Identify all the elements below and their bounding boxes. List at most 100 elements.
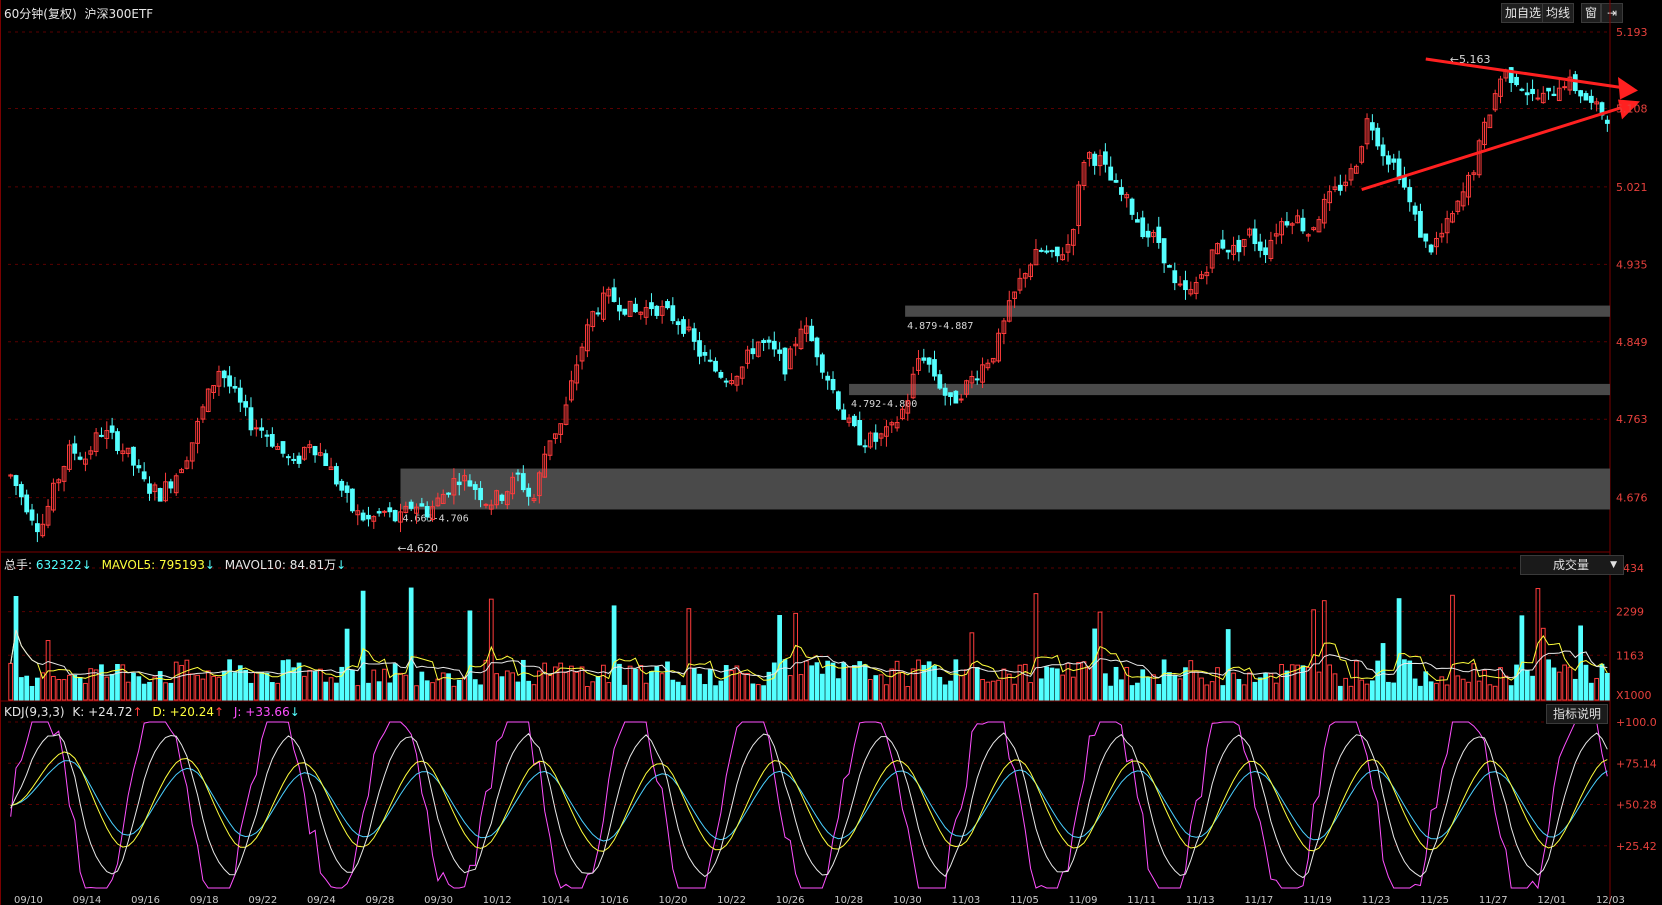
volume-bar bbox=[841, 662, 847, 701]
volume-bar bbox=[211, 675, 216, 701]
candle-body bbox=[173, 475, 179, 494]
x-date-label: 09/22 bbox=[248, 895, 277, 905]
volume-bar bbox=[1289, 664, 1295, 701]
candle-body bbox=[1113, 179, 1119, 183]
x-date-label: 11/05 bbox=[1010, 895, 1039, 905]
candle-body bbox=[483, 503, 489, 506]
candle-body bbox=[83, 458, 88, 465]
candle-body bbox=[958, 398, 964, 401]
candle-body bbox=[499, 494, 505, 501]
indicator-help-button[interactable]: 指标说明 bbox=[1546, 704, 1609, 724]
k-label: K: bbox=[72, 705, 85, 719]
candle-body bbox=[1546, 87, 1551, 92]
candle-body bbox=[339, 480, 345, 491]
candle-body bbox=[1054, 246, 1060, 257]
total-label: 总手: bbox=[4, 558, 33, 572]
candle-body bbox=[889, 422, 895, 426]
volume-bar bbox=[536, 670, 542, 701]
volume-bar bbox=[1241, 684, 1247, 701]
volume-bar bbox=[1428, 681, 1434, 701]
candle-body bbox=[248, 407, 254, 431]
volume-bar bbox=[1530, 675, 1535, 701]
volume-bar bbox=[1177, 678, 1183, 701]
volume-bar bbox=[1476, 680, 1482, 701]
period-label: 60分钟(复权) bbox=[4, 7, 77, 21]
kdj-tick-label: +100.0 bbox=[1616, 716, 1657, 729]
candle-body bbox=[1103, 151, 1108, 165]
volume-bar bbox=[1503, 675, 1509, 701]
volume-bar bbox=[1514, 664, 1519, 701]
candle-body bbox=[819, 354, 825, 373]
volume-bar bbox=[120, 664, 126, 701]
candle-body bbox=[1049, 250, 1055, 253]
volume-bar bbox=[793, 612, 799, 701]
candle-body bbox=[1530, 88, 1535, 95]
volume-bar bbox=[1065, 662, 1071, 701]
volume-bar bbox=[1033, 593, 1039, 701]
exit-icon[interactable]: ⇥ bbox=[1601, 3, 1623, 23]
volume-bar bbox=[131, 672, 136, 701]
volume-bar bbox=[51, 675, 56, 701]
volume-tick-label: 1163 bbox=[1616, 649, 1644, 662]
volume-bar bbox=[195, 674, 200, 701]
candle-body bbox=[1038, 249, 1044, 252]
volume-bar bbox=[61, 679, 67, 701]
candle-body bbox=[1588, 95, 1594, 103]
volume-unit-label: X1000 bbox=[1616, 689, 1652, 702]
volume-bar bbox=[1022, 663, 1028, 701]
volume-bar bbox=[718, 680, 724, 701]
volume-bar bbox=[1060, 674, 1066, 701]
candle-body bbox=[1183, 280, 1188, 291]
candle-body bbox=[253, 427, 259, 430]
candle-body bbox=[873, 432, 879, 442]
candle-body bbox=[1119, 187, 1124, 195]
candle-body bbox=[35, 523, 40, 533]
candle-body bbox=[531, 498, 537, 502]
volume-bar bbox=[1236, 678, 1242, 701]
candle-body bbox=[1022, 273, 1028, 279]
candle-body bbox=[878, 433, 884, 439]
x-date-label: 11/13 bbox=[1186, 895, 1215, 905]
candle-body bbox=[1567, 76, 1573, 91]
indicator-select[interactable]: 成交量 ▼ bbox=[1520, 555, 1624, 575]
ma-button[interactable]: 均线 bbox=[1542, 3, 1575, 23]
candle-body bbox=[1135, 219, 1140, 223]
volume-bar bbox=[200, 678, 206, 701]
x-date-label: 11/19 bbox=[1303, 895, 1332, 905]
volume-bar bbox=[974, 667, 980, 701]
volume-bar bbox=[1097, 611, 1103, 701]
candle-body bbox=[547, 440, 553, 456]
candle-body bbox=[387, 507, 393, 513]
candle-body bbox=[825, 375, 831, 381]
volume-bar bbox=[1498, 667, 1503, 701]
candle-body bbox=[451, 478, 457, 496]
volume-bar bbox=[29, 685, 35, 701]
candle-body bbox=[1188, 289, 1194, 295]
candle-body bbox=[1129, 198, 1135, 215]
candle-body bbox=[168, 481, 174, 489]
candle-body bbox=[675, 321, 681, 326]
candle-body bbox=[125, 447, 131, 454]
candle-body bbox=[179, 469, 184, 474]
candle-body bbox=[200, 406, 206, 420]
volume-header: 总手: 632322↓ MAVOL5: 795193↓ MAVOL10: 84.… bbox=[4, 558, 347, 572]
candle-body bbox=[1284, 221, 1290, 226]
volume-bar bbox=[398, 672, 403, 701]
volume-bar bbox=[1327, 664, 1333, 701]
candle-body bbox=[670, 305, 676, 322]
candle-body bbox=[606, 288, 612, 297]
volume-bar bbox=[638, 664, 644, 701]
arrow-head-icon bbox=[1618, 99, 1640, 120]
window-button[interactable]: 窗 bbox=[1581, 3, 1602, 23]
volume-bar bbox=[1567, 666, 1573, 701]
volume-bar bbox=[1364, 683, 1370, 701]
candle-body bbox=[713, 360, 718, 372]
j-label: J: bbox=[233, 705, 242, 719]
volume-bar bbox=[1183, 667, 1188, 701]
volume-bar bbox=[729, 670, 734, 701]
candle-body bbox=[948, 392, 953, 397]
candle-body bbox=[969, 376, 975, 384]
volume-bar bbox=[392, 663, 398, 701]
mavol5-label: MAVOL5: bbox=[101, 558, 156, 572]
candle-body bbox=[1247, 228, 1252, 236]
